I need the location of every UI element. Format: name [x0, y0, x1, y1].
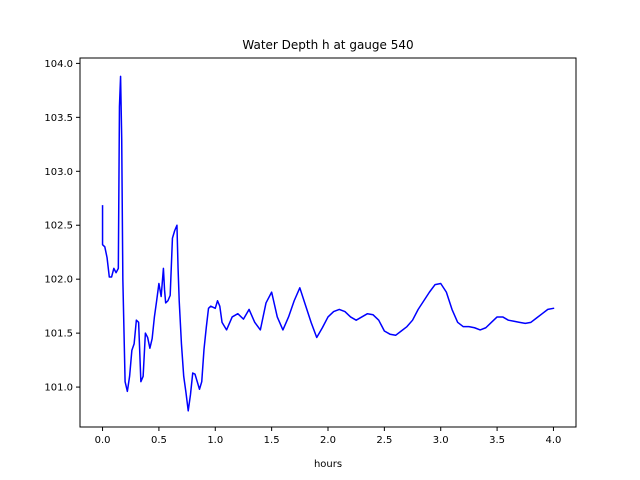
- x-tick-label: 3.5: [489, 435, 505, 446]
- series-line-0: [101, 75, 555, 412]
- x-tick-label: 2.5: [376, 435, 392, 446]
- y-tick-label: 101.5: [44, 329, 73, 340]
- y-tick-label: 101.0: [44, 383, 73, 394]
- x-axis-title: hours: [314, 459, 342, 470]
- chart-title: Water Depth h at gauge 540: [242, 38, 413, 52]
- y-tick-label: 103.5: [44, 113, 73, 124]
- x-tick-label: 3.0: [433, 435, 449, 446]
- x-tick-label: 4.0: [546, 435, 562, 446]
- x-tick-label: 0.5: [151, 435, 167, 446]
- plot-frame: [79, 57, 577, 428]
- axis-ticks: 0.0 0.5 1.0 1.5 2.0 2.5 3.0 3.5 4.0 101.0 101.5 102…: [44, 59, 561, 446]
- y-tick-label: 102.5: [44, 221, 73, 232]
- x-tick-label: 0.0: [95, 435, 111, 446]
- x-tick-label: 2.0: [320, 435, 336, 446]
- x-tick-label: 1.0: [207, 435, 223, 446]
- y-tick-label: 103.0: [44, 167, 73, 178]
- plot-area: [101, 75, 555, 412]
- y-tick-label: 102.0: [44, 275, 73, 286]
- x-tick-label: 1.5: [264, 435, 280, 446]
- y-tick-label: 104.0: [44, 59, 73, 70]
